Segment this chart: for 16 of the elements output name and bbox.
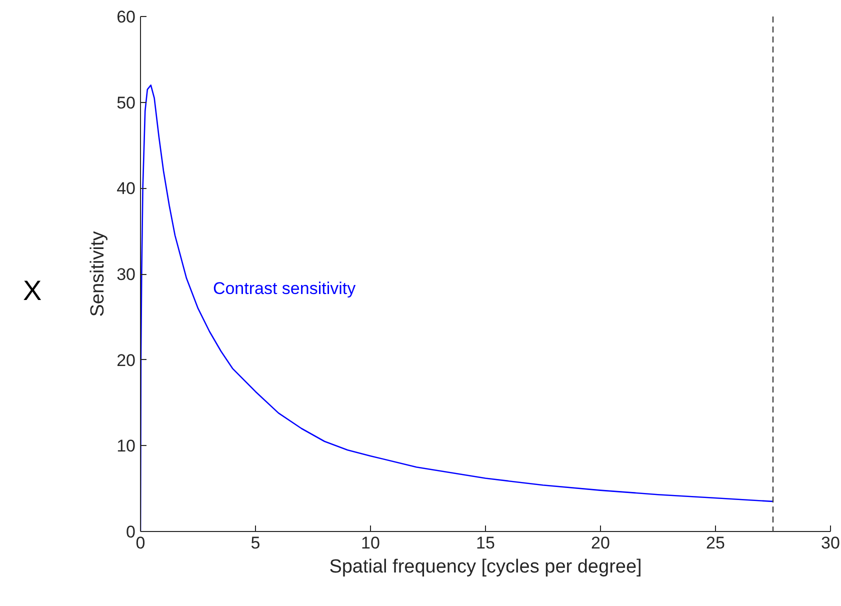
y-tick-label: 50 bbox=[116, 93, 136, 112]
y-tick-label: 20 bbox=[116, 350, 136, 370]
x-tick-label: 25 bbox=[706, 534, 725, 552]
y-tick-label: 10 bbox=[116, 436, 136, 456]
series-label: Contrast sensitivity bbox=[212, 279, 356, 298]
y-tick-label: 30 bbox=[116, 265, 136, 284]
x-axis-title: Spatial frequency [cycles per degree] bbox=[329, 556, 642, 578]
x-tick-label: 5 bbox=[250, 534, 260, 552]
y-axis-title: Sensitivity bbox=[88, 230, 109, 317]
x-tick-label: 20 bbox=[591, 534, 610, 552]
y-tick-label: 60 bbox=[116, 8, 136, 26]
text: X bbox=[23, 274, 42, 308]
x-tick-label: 15 bbox=[476, 534, 495, 552]
x-tick-label: 10 bbox=[361, 534, 380, 552]
x-tick-label: 30 bbox=[821, 534, 840, 552]
y-tick-label: 40 bbox=[116, 179, 136, 198]
